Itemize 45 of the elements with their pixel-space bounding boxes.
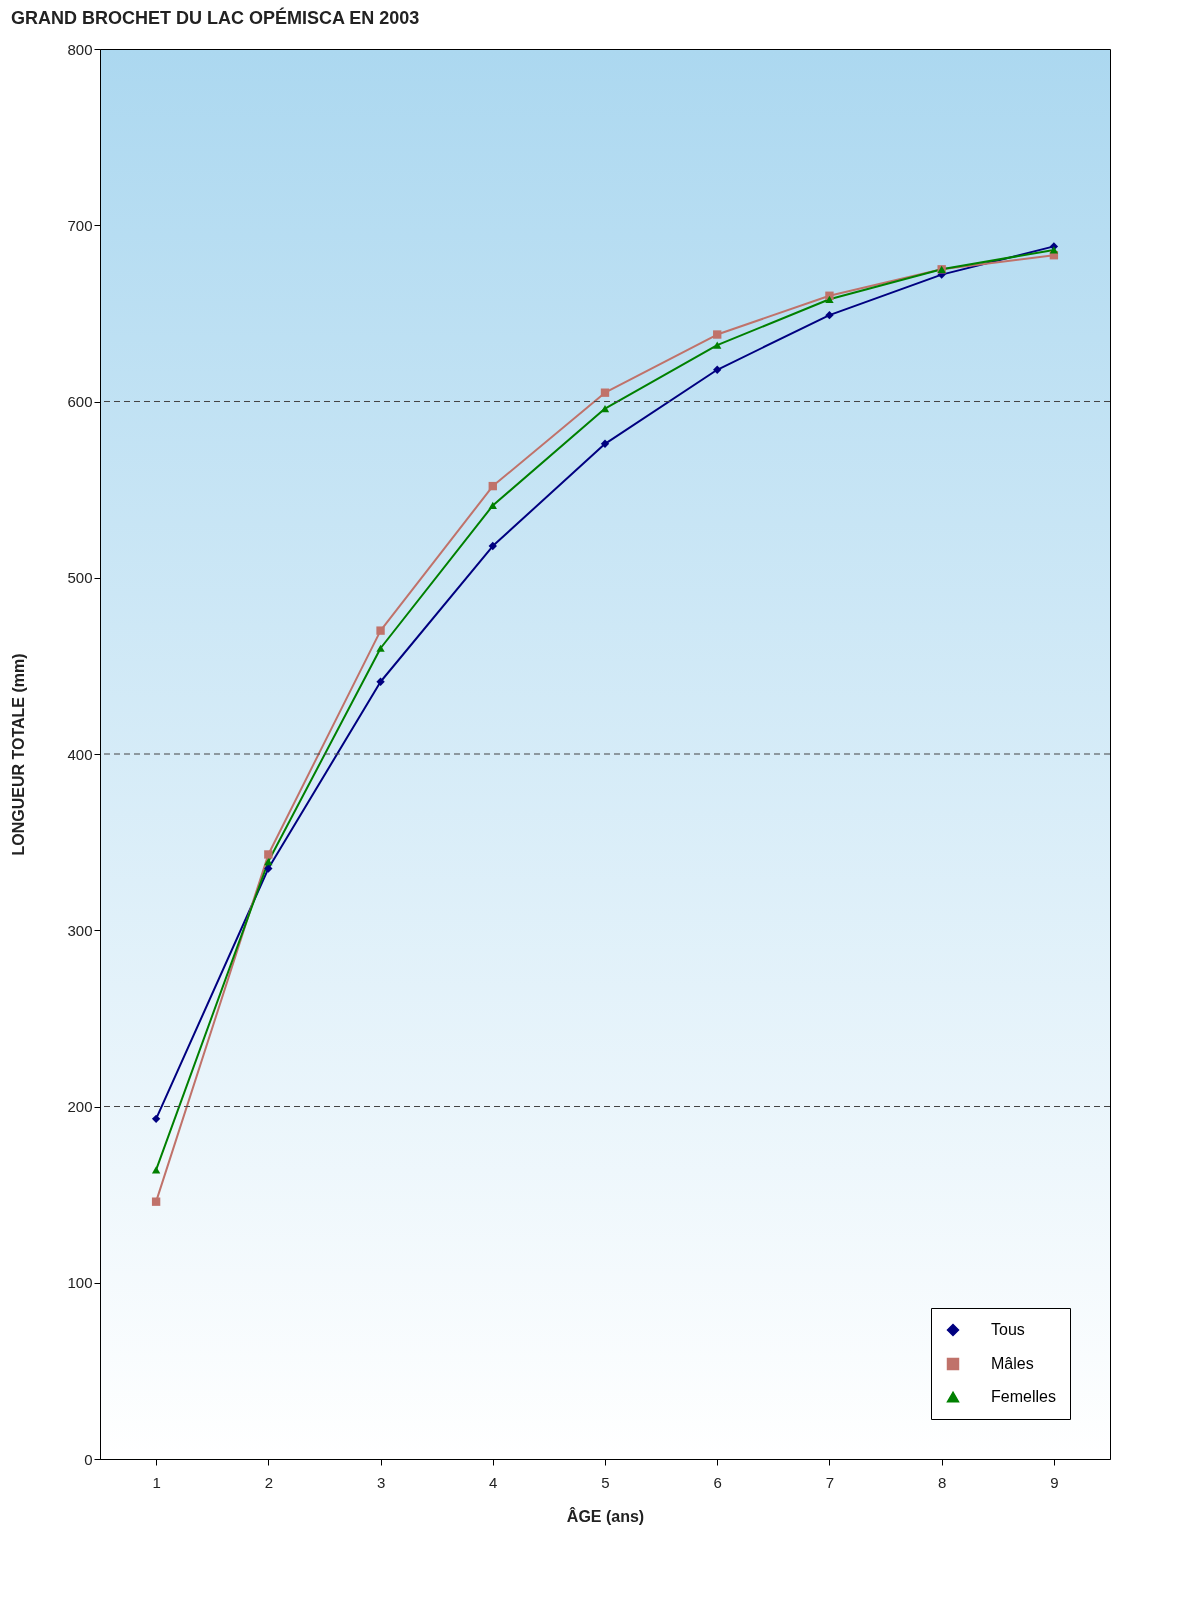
point: [600, 439, 610, 448]
point: [264, 850, 273, 859]
point: [713, 365, 722, 374]
legend-label: Femelles: [991, 1388, 1056, 1405]
y-tick-label: 100: [67, 1274, 93, 1292]
y-tick-label: 700: [67, 216, 93, 234]
point: [825, 310, 834, 320]
point: [264, 857, 273, 866]
x-axis-title: ÂGE (ans): [566, 1506, 645, 1525]
y-tick-label: 200: [67, 1098, 93, 1115]
legend-label: Tous: [991, 1321, 1025, 1338]
x-tick-label: 2: [264, 1473, 274, 1491]
x-tick-label: 9: [1050, 1473, 1059, 1491]
point: [713, 341, 722, 349]
point: [1049, 246, 1059, 254]
point: [600, 404, 610, 413]
point: [488, 481, 497, 491]
point: [488, 541, 497, 551]
x-tick-label: 1: [152, 1473, 161, 1491]
x-tick-label: 3: [376, 1473, 386, 1491]
x-tick-label: 7: [825, 1473, 835, 1491]
point: [600, 388, 610, 397]
point: [151, 1114, 161, 1124]
legend-label: Mâles: [991, 1355, 1034, 1372]
y-axis-title: LONGUEUR TOTALE (mm): [10, 653, 28, 856]
chart-title: GRAND BROCHET DU LAC OPÉMISCA EN 2003: [10, 7, 420, 28]
x-tick-label: 5: [601, 1473, 610, 1491]
y-tick-label: 0: [84, 1450, 93, 1468]
point: [376, 677, 385, 686]
y-tick-label: 400: [67, 745, 93, 763]
point: [376, 626, 385, 635]
point: [825, 295, 834, 303]
point: [488, 501, 497, 510]
y-tick-label: 600: [67, 393, 93, 410]
point: [376, 644, 385, 652]
x-tick-label: 8: [937, 1473, 947, 1491]
point: [264, 864, 273, 873]
point: [151, 1197, 161, 1206]
y-tick-label: 300: [67, 921, 93, 939]
y-tick-label: 500: [67, 569, 93, 587]
point: [713, 330, 722, 339]
x-tick-label: 4: [489, 1473, 498, 1491]
y-tick-label: 800: [67, 40, 93, 58]
point: [151, 1166, 161, 1174]
x-tick-label: 6: [713, 1473, 722, 1491]
